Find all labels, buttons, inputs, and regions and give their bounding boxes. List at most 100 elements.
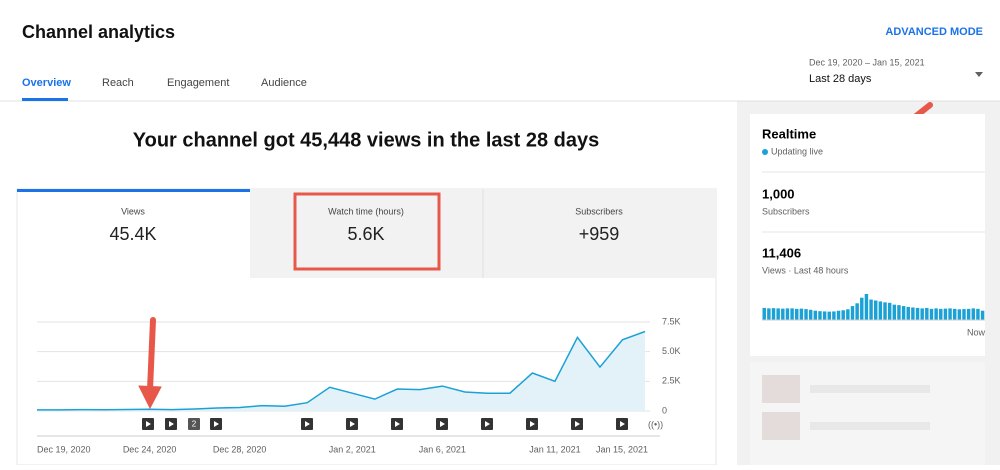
bar [822,311,827,320]
y-tick-label: 0 [662,405,667,415]
bar [762,307,766,320]
tab-bar: Overview Reach Engagement Audience [22,77,307,89]
play-icon [214,421,219,427]
bar [883,302,887,320]
play-icon [620,421,625,427]
date-period[interactable]: Last 28 days [809,73,872,85]
play-icon [440,421,445,427]
advanced-mode-button[interactable]: ADVANCED MODE [885,26,983,38]
bar [966,308,971,320]
metric-value: 45.4K [109,224,156,244]
bar [818,311,822,320]
highlight-box [293,192,441,271]
tab[interactable]: Reach [102,77,134,89]
bar [832,311,836,320]
bar [869,299,873,320]
realtime-status: Updating live [771,146,823,156]
y-tick-label: 2.5K [662,376,681,386]
bar [795,308,799,320]
play-icon [395,421,400,427]
bar [781,308,785,320]
bar [808,309,813,320]
bar [874,300,878,320]
x-tick-label: Jan 15, 2021 [596,444,648,454]
dropdown-arrow[interactable] [975,72,983,77]
x-tick-label: Dec 19, 2020 [37,444,91,454]
bar [864,294,869,320]
subscriber-count: 1,000 [762,186,795,201]
bar [957,309,962,320]
tab[interactable]: Engagement [167,77,229,89]
video-marker-group[interactable] [188,418,200,430]
play-icon [169,421,174,427]
bar [971,308,976,320]
headline: Your channel got 45,448 views in the las… [133,129,599,151]
bar [906,307,910,320]
x-tick-label: Dec 28, 2020 [213,444,267,454]
tab[interactable]: Overview [22,77,71,89]
x-tick-label: Jan 2, 2021 [329,444,376,454]
bar [920,308,924,320]
live-icon: ((•)) [648,419,663,429]
play-icon [575,421,580,427]
bar [897,305,901,320]
bar [850,306,855,320]
bar [925,307,929,320]
metric-label: Watch time (hours) [328,206,404,216]
bar [948,308,952,320]
date-range[interactable]: Dec 19, 2020 – Jan 15, 2021 [809,57,925,67]
metric-tabs: Views 45.4K Watch time (hours) 5.6K Subscrib… [109,206,623,244]
bar [790,308,794,320]
bar [804,309,808,320]
area-fill [37,331,645,411]
annotation-arrow [138,317,162,410]
bar [915,307,920,320]
metric-label: Subscribers [575,206,623,216]
play-icon [350,421,355,427]
bar [785,308,790,320]
bar [799,308,804,320]
bar [846,309,850,320]
realtime-bars [762,294,985,320]
bar [943,308,948,320]
bar [878,301,883,320]
line-chart: 0 2.5K 5.0K 7.5K Dec 19, 2020 Dec 24, 2020 Dec… [37,316,681,454]
y-tick-label: 5.0K [662,346,681,356]
x-tick-label: Jan 6, 2021 [419,444,466,454]
play-icon [146,421,151,427]
bar [767,308,771,320]
bar [827,311,831,320]
bar [860,297,864,320]
x-tick-label: Jan 11, 2021 [529,444,580,454]
views-count: 11,406 [762,245,801,260]
bar [892,304,897,320]
blurred-content [750,362,985,465]
bar [855,303,859,320]
y-tick-label: 7.5K [662,316,681,326]
active-metric-indicator [17,189,250,192]
metric-label: Views [121,206,145,216]
bar [962,309,966,320]
bar [901,306,906,320]
views-label: Views · Last 48 hours [762,265,849,275]
video-marker-count: 2 [192,420,197,429]
live-dot [762,149,768,155]
x-tick-label: Dec 24, 2020 [123,444,177,454]
metric-value: +959 [579,224,620,244]
bar [929,308,934,320]
tab[interactable]: Audience [261,77,307,89]
bar [776,308,780,320]
realtime-title: Realtime [762,126,816,141]
page-title: Channel analytics [22,22,175,42]
bar [771,308,776,320]
realtime-x-label: Now [967,327,986,337]
bar [813,310,818,320]
play-icon [485,421,490,427]
bar [911,307,915,320]
play-icon [305,421,310,427]
bar [939,308,943,320]
play-icon [530,421,535,427]
bar [934,308,938,320]
line [37,330,646,411]
